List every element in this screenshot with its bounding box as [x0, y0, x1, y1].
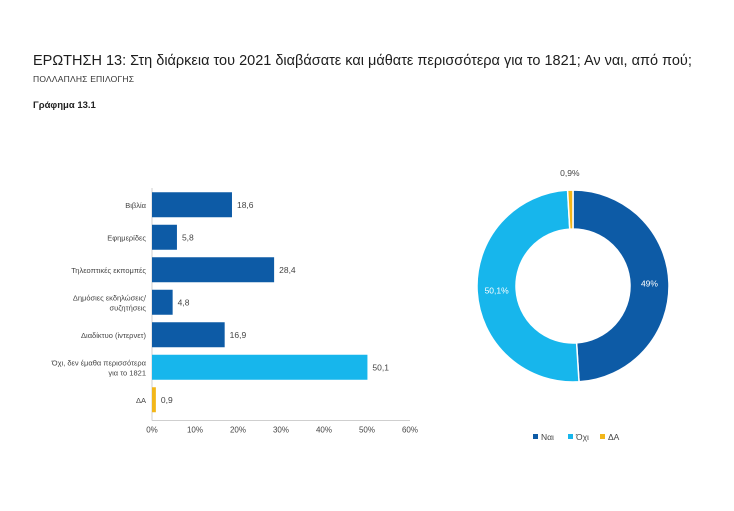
bar-value-label: 5,8: [182, 232, 194, 242]
x-tick-label: 30%: [273, 426, 289, 435]
x-tick-label: 60%: [402, 426, 418, 435]
legend-label: Όχι: [575, 432, 589, 442]
donut-slice: [476, 189, 580, 383]
legend-swatch: [568, 434, 573, 439]
bar: [152, 257, 275, 283]
x-tick-label: 0%: [146, 426, 158, 435]
bar: [152, 387, 156, 413]
category-label: ΔΑ: [136, 396, 146, 405]
legend-label: Ναι: [541, 432, 554, 442]
bar: [152, 354, 368, 380]
x-tick-label: 40%: [316, 426, 332, 435]
category-label: Διαδίκτυο (ίντερνετ): [81, 331, 146, 340]
donut-slice: [566, 189, 574, 230]
x-tick-label: 20%: [230, 426, 246, 435]
x-tick-label: 50%: [359, 426, 375, 435]
bar-value-label: 18,6: [237, 200, 254, 210]
bar: [152, 224, 177, 250]
page-subtitle: ΠΟΛΛΑΠΛΗΣ ΕΠΙΛΟΓΗΣ: [33, 74, 135, 84]
category-label: Δημόσιες εκδηλώσεις/: [73, 293, 147, 302]
bar-value-label: 0,9: [161, 395, 173, 405]
bar-value-label: 16,9: [230, 330, 247, 340]
category-label: συζητήσεις: [110, 303, 147, 312]
bar: [152, 289, 173, 315]
bar-value-label: 50,1: [372, 362, 389, 372]
bar-value-label: 4,8: [178, 297, 190, 307]
category-label: για το 1821: [108, 368, 146, 377]
category-label: Τηλεοπτικές εκπομπές: [71, 266, 146, 275]
bar-chart: 18,6 Βιβλία 5,8 Εφημερίδες 28,4 Τηλεοπτικές ε…: [51, 188, 418, 435]
figure-label: Γράφημα 13.1: [33, 100, 96, 111]
legend-swatch: [533, 434, 538, 439]
legend-label: ΔΑ: [608, 432, 620, 442]
donut-value-label: 50,1%: [485, 286, 510, 296]
x-tick-label: 10%: [187, 426, 203, 435]
donut-slice: [572, 189, 670, 383]
donut-value-label: 0,9%: [560, 168, 580, 178]
bar: [152, 322, 225, 348]
page-title: ΕΡΩΤΗΣΗ 13: Στη διάρκεια του 2021 διαβάσ…: [33, 53, 692, 69]
donut-value-label: 49%: [641, 279, 658, 289]
category-label: Εφημερίδες: [107, 233, 146, 242]
legend-swatch: [600, 434, 605, 439]
category-label: Βιβλία: [125, 201, 146, 210]
category-label: Όχι, δεν έμαθα περισσότερα: [51, 358, 147, 367]
bar-value-label: 28,4: [279, 265, 296, 275]
bar: [152, 192, 232, 218]
